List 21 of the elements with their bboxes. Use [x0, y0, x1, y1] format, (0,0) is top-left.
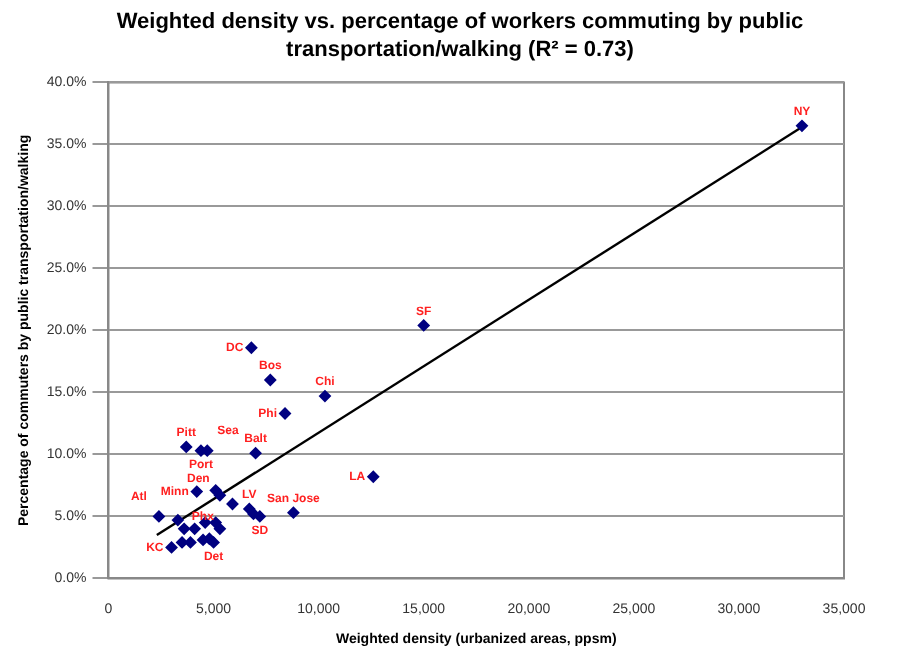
- point: [213, 522, 226, 535]
- point: [279, 407, 292, 420]
- point: [318, 390, 331, 403]
- point: [367, 470, 380, 483]
- point: [249, 447, 262, 460]
- point: [226, 498, 239, 510]
- point: [264, 374, 277, 386]
- point: [188, 522, 201, 535]
- point: [152, 510, 165, 523]
- point: [171, 514, 184, 527]
- point: [207, 536, 220, 549]
- point: [213, 489, 226, 502]
- point: [180, 440, 193, 453]
- point: [178, 522, 191, 535]
- chart-title: Weighted density vs. percentage of workers commuting by public transportation/walking (R² = 0.73): [114, 8, 806, 64]
- point: [795, 119, 808, 132]
- point: [417, 319, 430, 332]
- point: [190, 485, 203, 498]
- point: [165, 541, 178, 554]
- point: [287, 506, 300, 519]
- point: [245, 341, 258, 354]
